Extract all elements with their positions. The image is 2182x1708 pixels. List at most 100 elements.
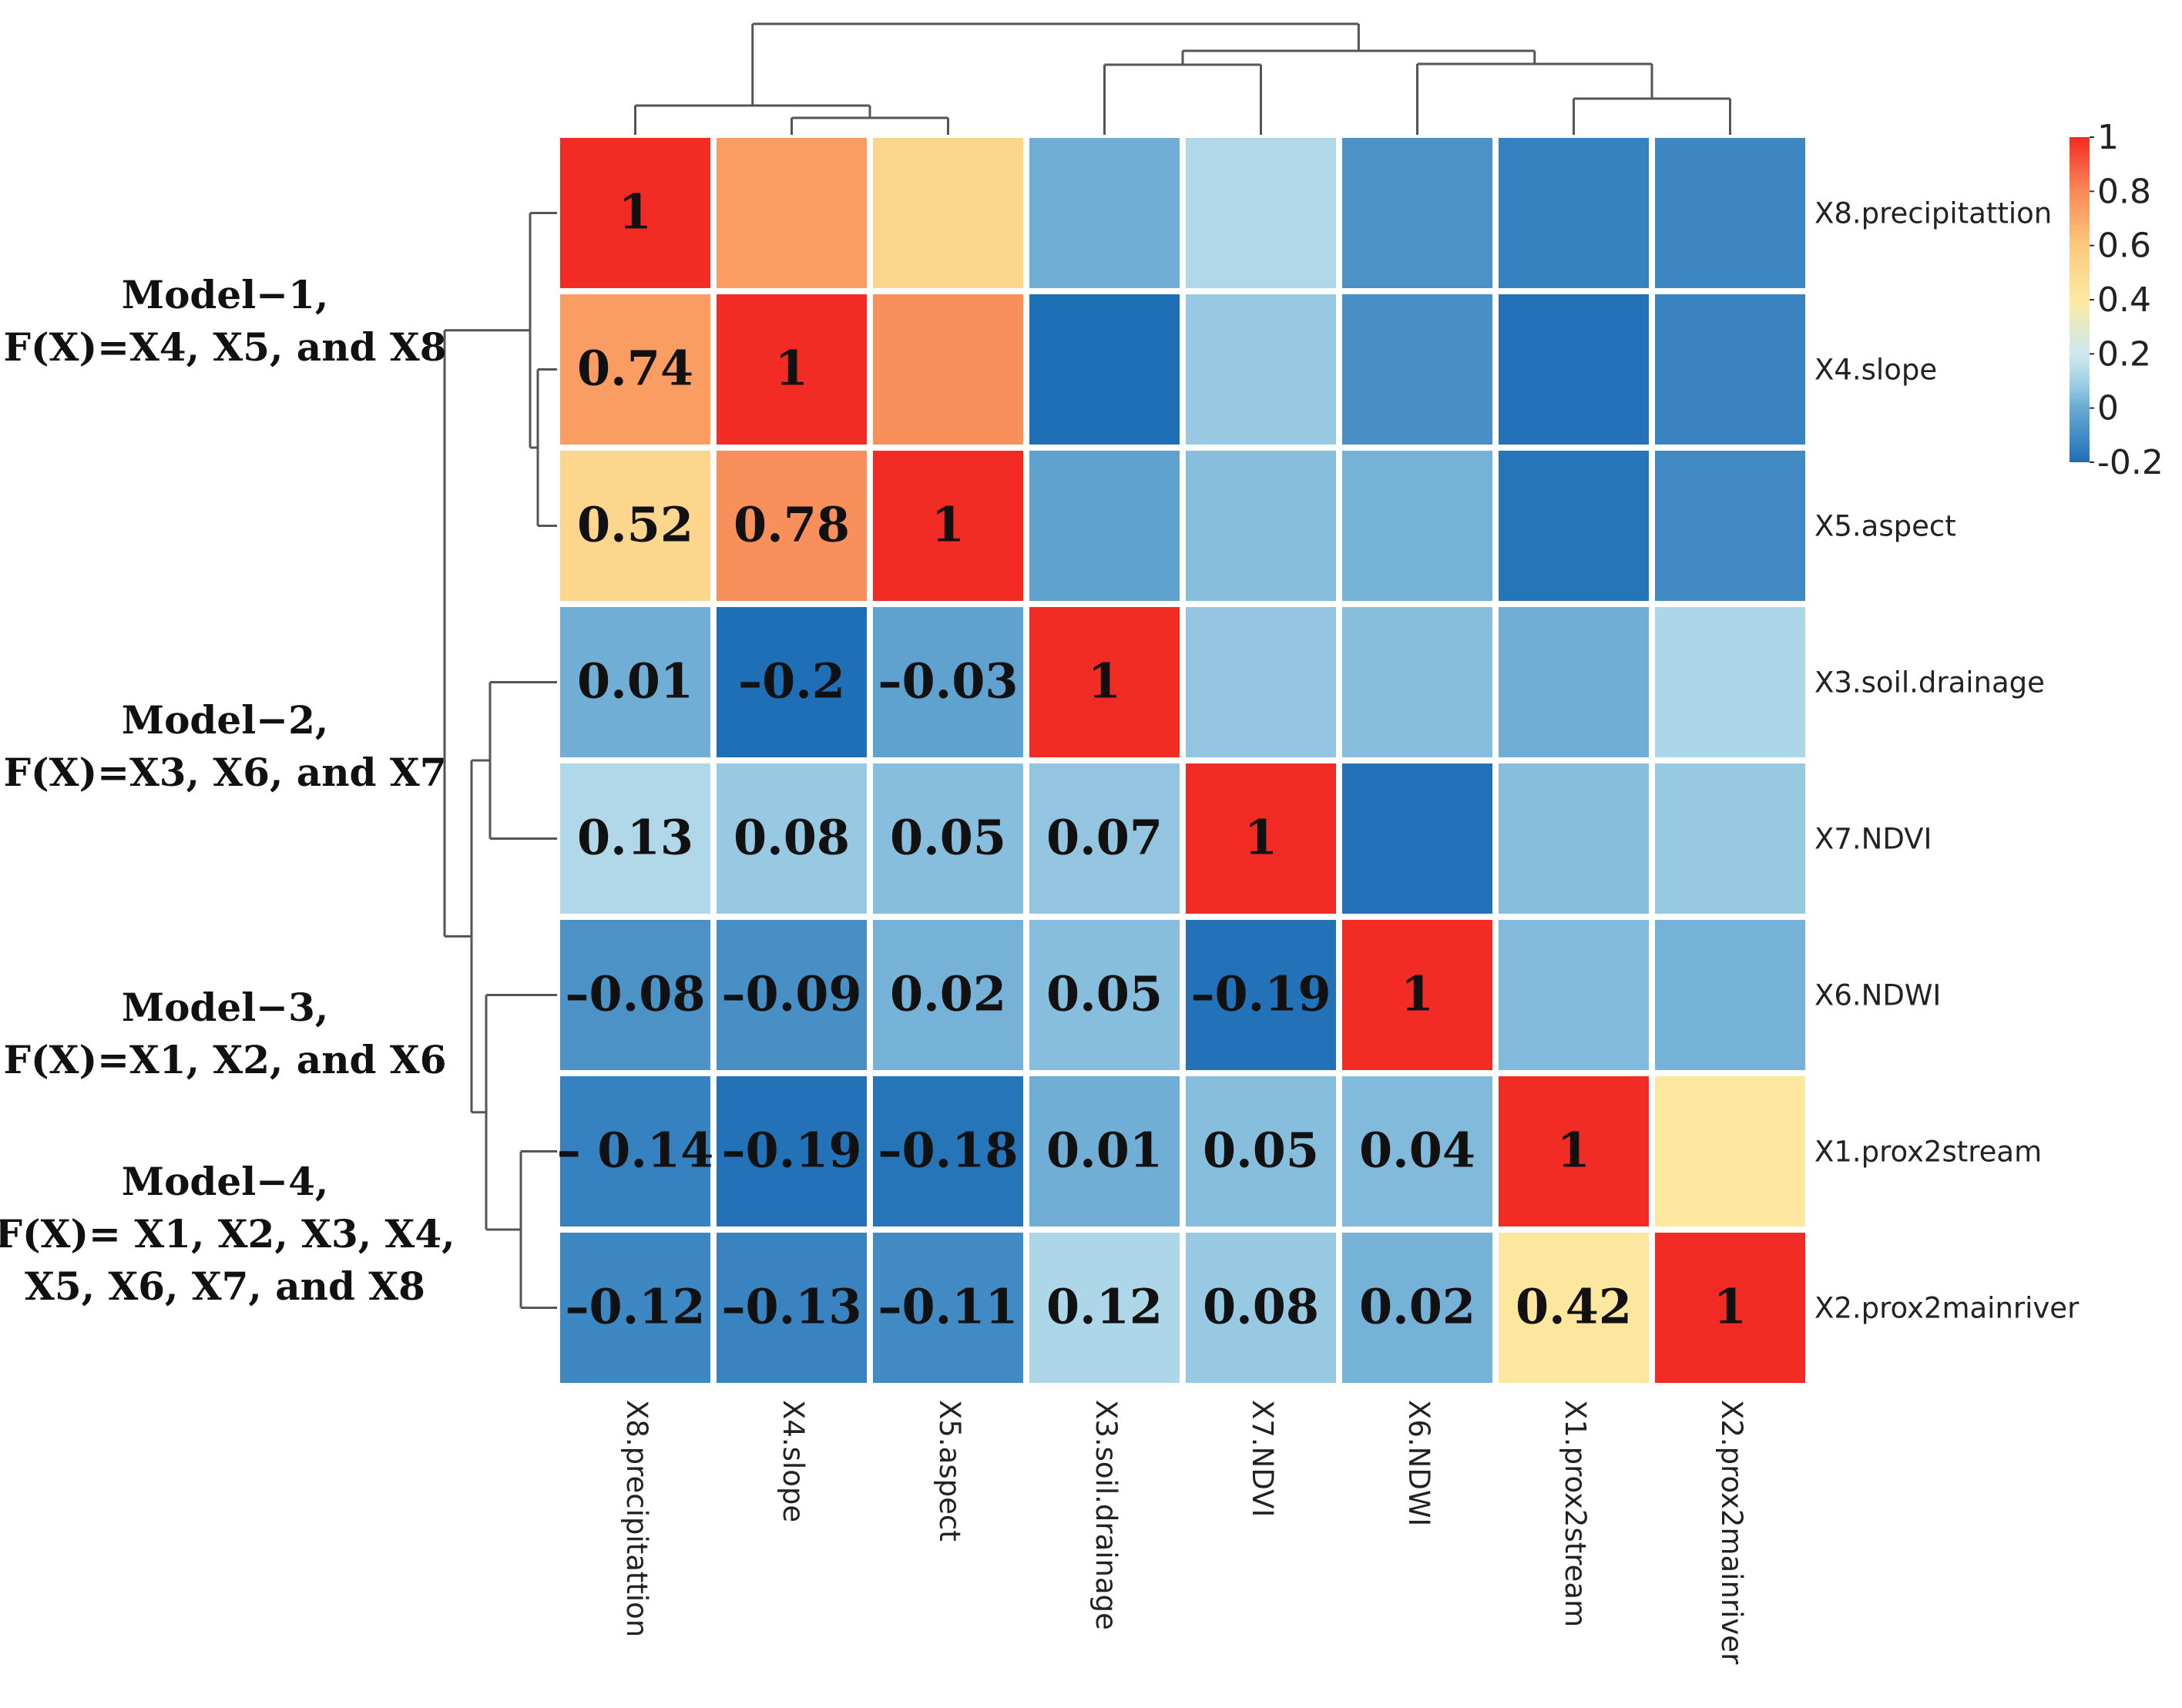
cell-value-label: 0.05 — [890, 810, 1006, 866]
cell-value-label: –0.19 — [1190, 966, 1331, 1022]
cell-value-label: 0.01 — [577, 653, 693, 710]
model-label-line: X5, X6, X7, and X8 — [25, 1263, 425, 1309]
model-label-line: Model−3, — [122, 985, 329, 1030]
heatmap-cell-r2-c4 — [1029, 294, 1180, 445]
legend-color-bar — [2070, 137, 2090, 462]
cell-value-label: 0.08 — [733, 810, 850, 866]
cell-value-label: 1 — [1401, 966, 1434, 1022]
heatmap-cell-r4-c3 — [873, 607, 1023, 757]
heatmap-cell-r6-c5 — [1186, 920, 1336, 1070]
legend-tick-label: 0.8 — [2097, 172, 2151, 211]
heatmap-cell-r7-c7 — [1499, 1076, 1649, 1226]
cell-value-label: –0.13 — [721, 1279, 861, 1335]
heatmap-cell-r2-c3 — [873, 294, 1023, 445]
heatmap-cell-r8-c7 — [1499, 1233, 1649, 1383]
cell-value-label: 1 — [932, 497, 965, 553]
heatmap-cell-r3-c4 — [1029, 451, 1180, 601]
column-label: X6.NDWI — [1402, 1400, 1435, 1526]
row-label: X6.NDWI — [1814, 979, 1941, 1012]
heatmap-cell-r5-c2 — [717, 763, 867, 914]
row-label: X5.aspect — [1814, 510, 1956, 543]
heatmap-cell-r5-c4 — [1029, 763, 1180, 914]
heatmap-cell-r7-c6 — [1342, 1076, 1492, 1226]
cell-value-label: –0.12 — [565, 1279, 705, 1335]
heatmap-cell-r6-c1 — [560, 920, 710, 1070]
heatmap-cell-r4-c1 — [560, 607, 710, 757]
model-label-line: F(X)= X1, X2, X3, X4, — [0, 1211, 455, 1257]
heatmap-cell-r1-c8 — [1655, 138, 1805, 288]
heatmap-cell-r4-c8 — [1655, 607, 1805, 757]
heatmap-cell-r2-c6 — [1342, 294, 1492, 445]
cell-value-label: 1 — [1714, 1279, 1747, 1335]
heatmap-cell-r4-c5 — [1186, 607, 1336, 757]
heatmap-cell-labels: 1 0.74 1 0.52 0.78 1 0.01 –0.2 –0.03 1 0.13 0.08 0.0… — [557, 184, 1747, 1335]
heatmap-cell-r5-c7 — [1499, 763, 1649, 914]
model-label-line: Model−4, — [122, 1159, 329, 1204]
column-label: X7.NDVI — [1246, 1400, 1279, 1517]
heatmap-cell-r6-c3 — [873, 920, 1023, 1070]
cell-value-label: 1 — [1088, 653, 1121, 710]
legend-tick-label: 1 — [2097, 118, 2119, 157]
cell-value-label: –0.09 — [721, 966, 861, 1022]
heatmap-cell-r8-c6 — [1342, 1233, 1492, 1383]
row-label: X8.precipitattion — [1814, 197, 2052, 230]
heatmap-cell-r2-c7 — [1499, 294, 1649, 445]
cell-value-label: 0.13 — [577, 810, 693, 866]
cell-value-label: 0.08 — [1203, 1279, 1319, 1335]
heatmap-cell-r5-c5 — [1186, 763, 1336, 914]
heatmap-cell-r2-c5 — [1186, 294, 1336, 445]
heatmap-cell-r1-c6 — [1342, 138, 1492, 288]
heatmap-cell-r6-c2 — [717, 920, 867, 1070]
heatmap-cell-r7-c4 — [1029, 1076, 1180, 1226]
heatmap-cell-r8-c1 — [560, 1233, 710, 1383]
heatmap-cell-r8-c5 — [1186, 1233, 1336, 1383]
heatmap-cell-r8-c3 — [873, 1233, 1023, 1383]
row-label: X4.slope — [1814, 354, 1937, 387]
heatmap-cell-r1-c2 — [717, 138, 867, 288]
column-label: X3.soil.drainage — [1089, 1400, 1123, 1630]
heatmap-cell-r2-c8 — [1655, 294, 1805, 445]
heatmap-cell-r3-c8 — [1655, 451, 1805, 601]
cell-value-label: 0.01 — [1046, 1122, 1163, 1179]
column-label: X2.prox2mainriver — [1715, 1400, 1748, 1665]
heatmap-cell-r1-c4 — [1029, 138, 1180, 288]
heatmap-cell-r4-c6 — [1342, 607, 1492, 757]
heatmap-cell-r5-c6 — [1342, 763, 1492, 914]
cell-value-label: 0.02 — [1359, 1279, 1475, 1335]
cell-value-label: –0.19 — [721, 1122, 861, 1179]
heatmap-cell-r8-c8 — [1655, 1233, 1805, 1383]
cell-value-label: 0.78 — [733, 497, 850, 553]
row-labels: X8.precipitattion X4.slope X5.aspect X3.soi… — [1814, 197, 2080, 1325]
column-label: X8.precipitattion — [620, 1400, 653, 1637]
legend-tick-label: 0.6 — [2097, 227, 2151, 266]
heatmap-cell-r1-c3 — [873, 138, 1023, 288]
heatmap-cell-r3-c2 — [717, 451, 867, 601]
heatmap-cell-r2-c1 — [560, 294, 710, 445]
column-dendrogram — [634, 22, 1731, 135]
heatmap-cell-r7-c8 — [1655, 1076, 1805, 1226]
cell-value-label: 0.12 — [1046, 1279, 1163, 1335]
cell-value-label: 0.05 — [1203, 1122, 1319, 1179]
model-label-line: Model−1, — [122, 272, 329, 317]
column-label: X1.prox2stream — [1559, 1400, 1592, 1627]
row-label: X2.prox2mainriver — [1814, 1292, 2080, 1325]
cell-value-label: 0.07 — [1046, 810, 1163, 866]
heatmap-cell-r6-c8 — [1655, 920, 1805, 1070]
heatmap-cell-r8-c2 — [717, 1233, 867, 1383]
heatmap-cell-r7-c3 — [873, 1076, 1023, 1226]
heatmap-cell-r6-c6 — [1342, 920, 1492, 1070]
heatmap-cell-r7-c1 — [560, 1076, 710, 1226]
cell-value-label: 0.05 — [1046, 966, 1163, 1022]
heatmap-cell-r4-c2 — [717, 607, 867, 757]
heatmap-cells — [560, 138, 1805, 1383]
legend-tick-label: -0.2 — [2097, 443, 2164, 482]
cell-value-label: –0.11 — [878, 1279, 1018, 1335]
heatmap-cell-r3-c5 — [1186, 451, 1336, 601]
cell-value-label: –0.2 — [738, 653, 845, 710]
column-label: X5.aspect — [933, 1400, 966, 1542]
cell-value-label: 0.04 — [1359, 1122, 1475, 1179]
column-label: X4.slope — [777, 1400, 810, 1522]
cell-value-label: 0.74 — [577, 341, 693, 397]
heatmap-cell-r4-c4 — [1029, 607, 1180, 757]
heatmap-cell-r3-c1 — [560, 451, 710, 601]
